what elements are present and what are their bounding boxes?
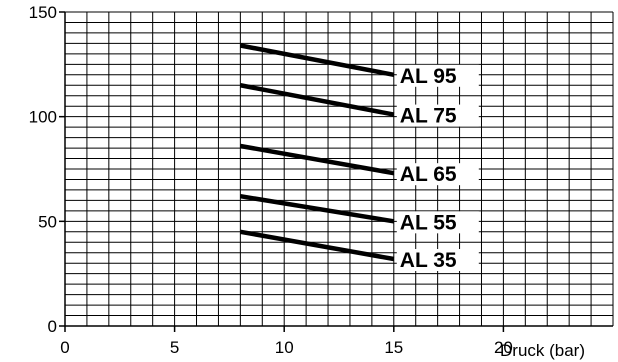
series-label-background bbox=[396, 163, 479, 186]
series-line bbox=[239, 83, 395, 117]
x-tick-label: 5 bbox=[170, 338, 179, 357]
series-label-background bbox=[396, 64, 479, 87]
series-line bbox=[239, 43, 395, 78]
y-tick-label: 100 bbox=[29, 108, 57, 127]
series-label: AL 75 bbox=[400, 105, 457, 128]
series-lines bbox=[239, 43, 395, 262]
tick-labels: 0 50 100 150 0 5 10 15 20 bbox=[29, 3, 513, 357]
series-label: AL 65 bbox=[400, 163, 457, 186]
x-tick-label: 10 bbox=[275, 338, 294, 357]
series-label: AL 95 bbox=[400, 65, 457, 88]
y-tick-label: 0 bbox=[48, 317, 57, 336]
grid bbox=[64, 11, 614, 327]
series-line bbox=[239, 229, 395, 262]
series-line bbox=[239, 193, 395, 224]
series-label: AL 55 bbox=[400, 211, 457, 234]
series-line bbox=[239, 143, 395, 176]
x-axis-label: Druck (bar) bbox=[500, 341, 585, 360]
x-tick-label: 15 bbox=[384, 338, 403, 357]
series-label-background bbox=[396, 104, 479, 127]
series-label: AL 35 bbox=[400, 249, 457, 272]
y-tick-label: 150 bbox=[29, 3, 57, 22]
series-label-background bbox=[396, 211, 479, 234]
series-labels: AL 95 AL 75 AL 65 AL 55 AL 35 bbox=[396, 64, 479, 272]
y-tick-label: 50 bbox=[38, 212, 57, 231]
series-label-background bbox=[396, 249, 479, 272]
x-tick-label: 20 bbox=[494, 338, 513, 357]
axes bbox=[59, 11, 613, 332]
x-tick-label: 0 bbox=[60, 338, 69, 357]
